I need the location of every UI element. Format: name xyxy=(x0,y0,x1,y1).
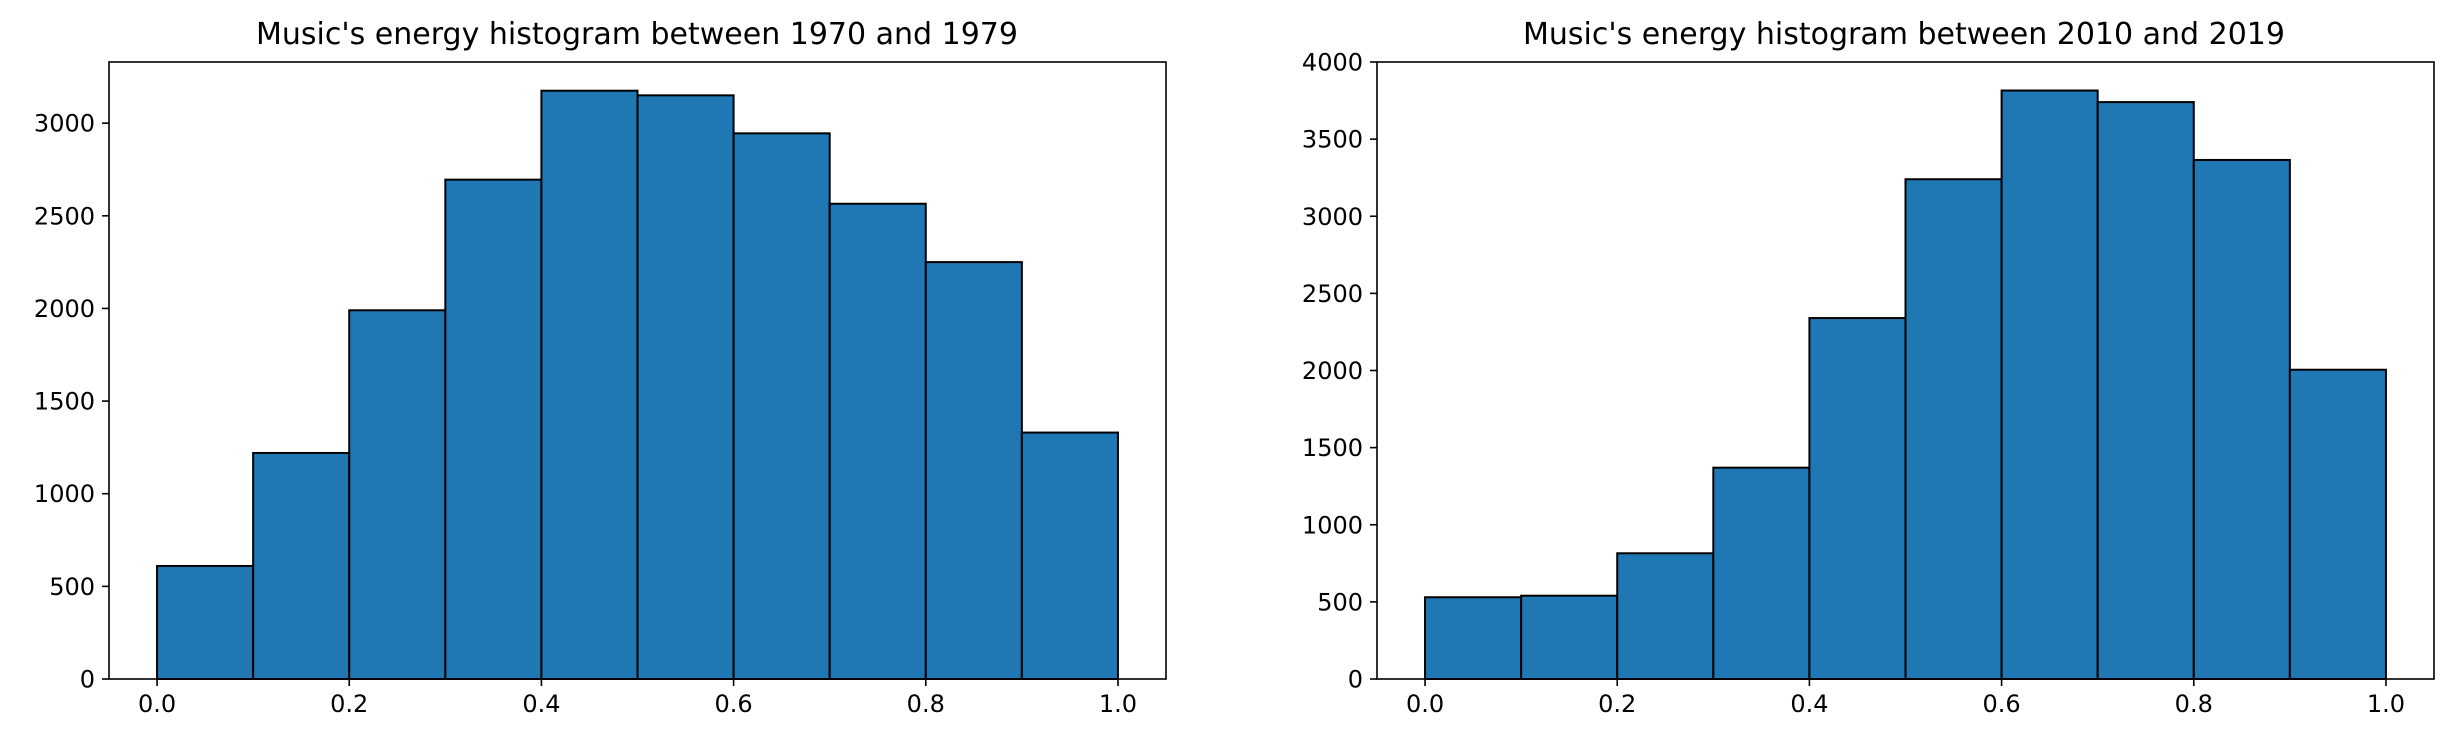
histogram-bar xyxy=(156,564,255,680)
histogram-bar xyxy=(1520,594,1619,681)
x-tick-label: 0.0 xyxy=(1406,690,1444,718)
histogram-bar xyxy=(1424,596,1523,680)
chart-title: Music's energy histogram between 1970 an… xyxy=(256,17,1018,52)
y-tick-label: 1000 xyxy=(34,480,95,508)
histogram-bar xyxy=(1808,317,1907,680)
x-tick-label: 0.8 xyxy=(907,690,945,718)
x-tick-label: 0.4 xyxy=(1790,690,1828,718)
histogram-bar xyxy=(2096,101,2195,681)
axes-frame xyxy=(108,61,1167,680)
histogram-bar xyxy=(540,89,639,680)
bars xyxy=(156,89,1119,681)
y-tick-label: 1500 xyxy=(34,388,95,416)
y-axis-ticks: 0 500 1000 1500 2000 2500 3000 3500 4000 xyxy=(1302,49,1377,694)
x-tick-label: 0.6 xyxy=(1983,690,2021,718)
y-tick-label: 500 xyxy=(1317,588,1363,616)
histogram-bar xyxy=(2192,158,2291,681)
x-tick-label: 0.2 xyxy=(330,690,368,718)
y-tick-label: 2500 xyxy=(1302,280,1363,308)
bars xyxy=(1424,89,2387,681)
y-tick-label: 3000 xyxy=(34,110,95,138)
chart-title: Music's energy histogram between 2010 an… xyxy=(1523,17,2285,52)
histogram-bar xyxy=(1616,552,1715,681)
histogram-bar xyxy=(1904,178,2003,680)
y-tick-label: 3000 xyxy=(1302,203,1363,231)
y-tick-label: 0 xyxy=(1348,666,1363,694)
y-tick-label: 500 xyxy=(49,573,95,601)
x-tick-label: 0.0 xyxy=(138,690,176,718)
histogram-bar xyxy=(732,132,831,680)
histogram-bar xyxy=(444,178,543,680)
x-axis-ticks: 0.0 0.2 0.4 0.6 0.8 1.0 xyxy=(138,679,1137,718)
y-axis-ticks: 0 500 1000 1500 2000 2500 3000 xyxy=(34,110,109,694)
y-tick-label: 1000 xyxy=(1302,511,1363,539)
x-tick-label: 1.0 xyxy=(2367,690,2405,718)
right-histogram-panel: Music's energy histogram between 2010 an… xyxy=(1302,17,2435,718)
y-tick-label: 2000 xyxy=(1302,357,1363,385)
y-tick-label: 2000 xyxy=(34,295,95,323)
y-tick-label: 4000 xyxy=(1302,49,1363,77)
y-tick-label: 1500 xyxy=(1302,434,1363,462)
x-tick-label: 1.0 xyxy=(1099,690,1137,718)
x-tick-label: 0.6 xyxy=(715,690,753,718)
y-tick-label: 2500 xyxy=(34,202,95,230)
histogram-bar xyxy=(348,309,447,680)
x-tick-label: 0.8 xyxy=(2175,690,2213,718)
histogram-bar xyxy=(924,261,1023,680)
left-histogram-panel: Music's energy histogram between 1970 an… xyxy=(34,17,1167,718)
histogram-bar xyxy=(1020,431,1119,680)
histogram-bar xyxy=(828,202,927,680)
histogram-bar xyxy=(1712,466,1811,680)
histogram-bar xyxy=(636,94,735,680)
x-tick-label: 0.4 xyxy=(522,690,560,718)
histogram-bar xyxy=(252,451,351,681)
x-tick-label: 0.2 xyxy=(1598,690,1636,718)
histogram-bar xyxy=(2000,89,2099,680)
y-tick-label: 3500 xyxy=(1302,126,1363,154)
histogram-bar xyxy=(2288,368,2387,680)
y-tick-label: 0 xyxy=(80,666,95,694)
x-axis-ticks: 0.0 0.2 0.4 0.6 0.8 1.0 xyxy=(1406,679,2405,718)
